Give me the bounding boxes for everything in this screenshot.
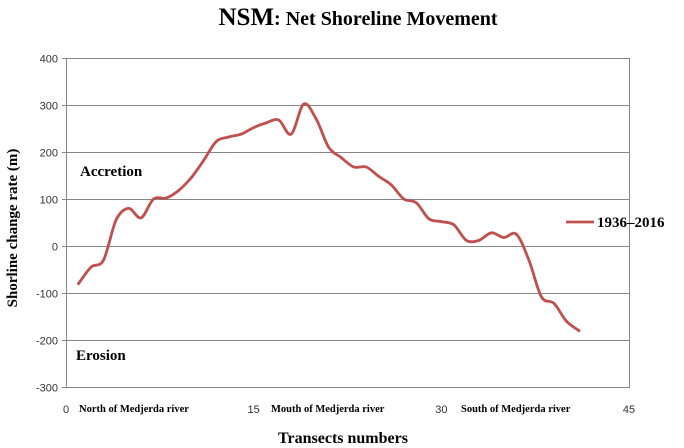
data-point-26	[389, 183, 393, 187]
annotation-south: South of Medjerda river	[461, 404, 571, 415]
data-point-30	[439, 220, 443, 224]
data-point-13	[227, 135, 231, 139]
legend-label: 1936–2016	[597, 215, 665, 231]
data-point-11	[202, 159, 206, 162]
data-point-40	[565, 319, 568, 323]
annotation-north: North of Medjerda river	[79, 404, 189, 415]
chart-title-rest: : Net Shoreline Movement	[274, 8, 498, 30]
data-point-7	[152, 197, 156, 201]
y-tick-label-6: -200	[36, 336, 58, 348]
data-point-27	[402, 197, 406, 201]
annotation-accretion: Accretion	[80, 164, 143, 180]
y-tick-label-2: 200	[40, 148, 58, 160]
y-tick-label-7: -300	[36, 383, 58, 395]
y-axis-ticks: 400 300 200 100 0 -100 -200 -300	[36, 54, 66, 395]
x-tick-label-2: 30	[435, 404, 447, 416]
data-point-15	[252, 126, 256, 129]
data-point-29	[427, 217, 431, 221]
y-tick-label-5: -100	[36, 289, 58, 301]
chart-title: NSM: Net Shoreline Movement	[218, 4, 497, 31]
data-point-6	[139, 216, 143, 220]
x-tick-label-0: 0	[63, 404, 69, 416]
annotation-mouth: Mouth of Medjerda river	[271, 404, 385, 415]
series-points	[77, 102, 581, 332]
data-point-10	[189, 176, 193, 180]
data-point-14	[239, 132, 243, 136]
y-tick-label-3: 100	[40, 195, 58, 207]
data-point-8	[164, 196, 168, 200]
data-point-19	[302, 102, 306, 106]
y-tick-label-1: 300	[40, 101, 58, 113]
data-point-33	[477, 239, 481, 242]
data-point-16	[264, 121, 268, 125]
y-tick-label-4: 0	[52, 242, 58, 254]
data-point-28	[414, 201, 418, 205]
y-tick-label-0: 400	[40, 54, 58, 66]
data-point-37	[527, 258, 531, 262]
data-point-22	[339, 156, 343, 160]
data-point-25	[377, 175, 381, 178]
data-point-34	[490, 231, 493, 235]
data-point-24	[364, 165, 368, 169]
y-axis-label: Shorline change rate (m)	[5, 149, 21, 308]
series-line-1936-2016	[77, 102, 581, 332]
data-point-21	[327, 145, 331, 149]
data-point-32	[465, 239, 468, 242]
legend: 1936–2016	[566, 215, 665, 231]
x-tick-label-3: 45	[623, 404, 635, 416]
data-point-4	[114, 218, 118, 222]
data-point-3	[102, 258, 105, 262]
data-point-12	[214, 140, 218, 144]
data-point-9	[177, 189, 181, 192]
data-point-39	[552, 301, 556, 305]
data-point-41	[577, 329, 581, 332]
plot-area-border	[66, 58, 630, 388]
data-point-18	[289, 132, 293, 136]
x-axis-label: Transects numbers	[278, 430, 408, 447]
chart-title-abbrev: NSM	[218, 4, 274, 31]
x-axis-ticks: 0 15 30 45	[63, 404, 635, 416]
data-point-31	[452, 223, 456, 227]
gridlines	[66, 58, 629, 388]
data-point-35	[502, 236, 506, 239]
data-point-17	[277, 118, 281, 122]
data-point-5	[127, 207, 130, 210]
annotation-erosion: Erosion	[76, 348, 126, 364]
x-tick-label-1: 15	[248, 404, 260, 416]
data-point-20	[314, 117, 318, 121]
data-point-1	[77, 282, 80, 285]
data-point-36	[515, 232, 518, 236]
data-point-2	[89, 265, 93, 269]
data-point-23	[352, 165, 356, 169]
data-point-38	[540, 295, 543, 299]
